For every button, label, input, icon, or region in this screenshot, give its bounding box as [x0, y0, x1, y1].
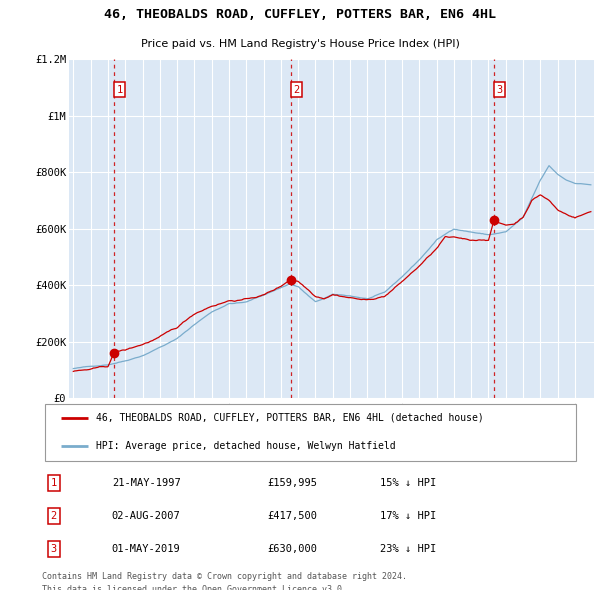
Text: 46, THEOBALDS ROAD, CUFFLEY, POTTERS BAR, EN6 4HL: 46, THEOBALDS ROAD, CUFFLEY, POTTERS BAR…: [104, 8, 496, 21]
Text: 3: 3: [496, 84, 503, 94]
Text: 23% ↓ HPI: 23% ↓ HPI: [380, 544, 437, 554]
Text: 02-AUG-2007: 02-AUG-2007: [112, 511, 181, 521]
Text: £159,995: £159,995: [268, 478, 317, 488]
Text: £630,000: £630,000: [268, 544, 317, 554]
Text: 21-MAY-1997: 21-MAY-1997: [112, 478, 181, 488]
Text: 15% ↓ HPI: 15% ↓ HPI: [380, 478, 437, 488]
Text: This data is licensed under the Open Government Licence v3.0.: This data is licensed under the Open Gov…: [42, 585, 347, 590]
Text: 2: 2: [293, 84, 299, 94]
Text: 46, THEOBALDS ROAD, CUFFLEY, POTTERS BAR, EN6 4HL (detached house): 46, THEOBALDS ROAD, CUFFLEY, POTTERS BAR…: [96, 413, 484, 423]
Text: 1: 1: [50, 478, 57, 488]
Text: Contains HM Land Registry data © Crown copyright and database right 2024.: Contains HM Land Registry data © Crown c…: [42, 572, 407, 581]
Text: 1: 1: [116, 84, 123, 94]
Text: £417,500: £417,500: [268, 511, 317, 521]
Text: 3: 3: [50, 544, 57, 554]
Text: 01-MAY-2019: 01-MAY-2019: [112, 544, 181, 554]
Text: 17% ↓ HPI: 17% ↓ HPI: [380, 511, 437, 521]
Text: HPI: Average price, detached house, Welwyn Hatfield: HPI: Average price, detached house, Welw…: [96, 441, 395, 451]
FancyBboxPatch shape: [44, 404, 577, 461]
Text: 2: 2: [50, 511, 57, 521]
Text: Price paid vs. HM Land Registry's House Price Index (HPI): Price paid vs. HM Land Registry's House …: [140, 39, 460, 49]
